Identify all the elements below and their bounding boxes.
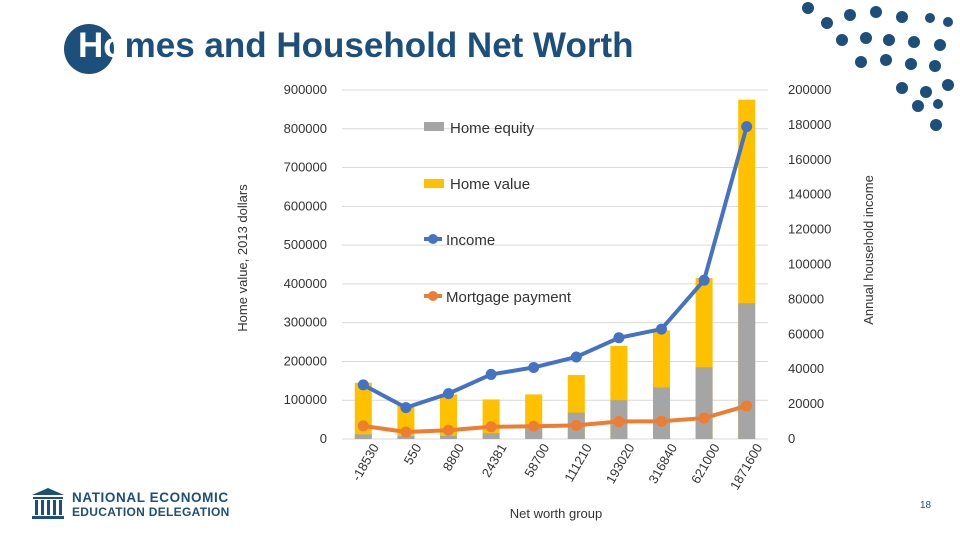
income-point: [357, 379, 369, 391]
mortgage-payment-point: [698, 412, 710, 424]
x-tick-label: 8800: [440, 441, 467, 474]
bar-home-equity: [482, 433, 500, 439]
legend-marker-income: [428, 234, 438, 244]
x-tick-label: 58700: [521, 441, 552, 480]
bar-home-equity: [354, 434, 372, 439]
legend-marker-mortgage-payment: [428, 291, 438, 301]
x-tick-label: -18530: [349, 441, 382, 484]
x-tick-label: 193020: [603, 441, 638, 486]
x-tick-label: 621000: [688, 441, 723, 486]
legend-swatch-home-value: [424, 179, 444, 188]
y-tick-label: 900000: [284, 82, 327, 97]
legend-label-income: Income: [446, 232, 495, 249]
page-title: Homes and Household Net Worth: [78, 26, 634, 66]
y-tick-label: 400000: [284, 276, 327, 291]
y2-tick-label: 140000: [788, 187, 831, 202]
x-tick-label: 550: [401, 441, 425, 467]
bar-home-equity: [653, 387, 670, 439]
income-point: [613, 332, 625, 344]
y-tick-label: 600000: [284, 198, 327, 213]
x-tick-label: 111210: [561, 441, 595, 484]
page-title-rest: mes and Household Net Worth: [124, 26, 634, 65]
y2-tick-label: 160000: [788, 152, 831, 167]
page-title-highlight: Ho: [78, 26, 125, 65]
mortgage-payment-point: [741, 400, 753, 412]
y2-tick-label: 20000: [788, 396, 824, 411]
y2-tick-label: 40000: [788, 361, 824, 376]
y-tick-label: 200000: [284, 353, 327, 368]
x-tick-label: 1871600: [727, 441, 765, 492]
mortgage-payment-line: [363, 403, 748, 435]
mortgage-payment-point: [656, 415, 667, 427]
page-number: 18: [920, 500, 932, 511]
income-point: [741, 121, 753, 133]
y-tick-label: 800000: [284, 121, 327, 136]
income-point: [485, 368, 497, 380]
y2-tick-label: 200000: [788, 82, 831, 97]
bar-home-equity: [525, 428, 543, 439]
bar-home-equity: [738, 303, 756, 439]
income-point: [656, 323, 667, 335]
y2-tick-label: 0: [788, 431, 795, 446]
legend-swatch-home-equity: [424, 122, 444, 131]
y2-tick-label: 180000: [788, 117, 831, 132]
logo-line-1: NATIONAL ECONOMIC: [72, 490, 229, 505]
income-point: [570, 351, 582, 363]
legend-label-home-value: Home value: [450, 176, 530, 193]
y-tick-label: 0: [320, 431, 327, 446]
ned-logo: NATIONAL ECONOMIC EDUCATION DELEGATION: [28, 486, 258, 522]
y-tick-label: 100000: [284, 392, 327, 407]
mortgage-payment-point: [443, 424, 454, 436]
y-tick-label: 300000: [284, 315, 327, 330]
mortgage-payment-point: [528, 420, 540, 432]
bar-home-equity: [695, 367, 713, 439]
mortgage-payment-point: [357, 420, 369, 432]
legend-label-home-equity: Home equity: [450, 120, 535, 137]
y-axis-title: Home value, 2013 dollars: [235, 184, 250, 332]
income-point: [528, 361, 540, 373]
ned-logo-emblem-icon: [32, 488, 64, 519]
x-axis-title: Net worth group: [510, 506, 603, 521]
income-point: [698, 274, 710, 286]
y2-tick-label: 100000: [788, 257, 831, 272]
y2-axis-title: Annual household income: [861, 175, 876, 325]
y2-tick-label: 60000: [788, 326, 824, 341]
mortgage-payment-point: [570, 419, 582, 431]
y2-tick-label: 120000: [788, 222, 831, 237]
x-tick-label: 24381: [479, 441, 510, 480]
y2-tick-label: 80000: [788, 291, 824, 306]
income-point: [443, 388, 454, 400]
title-circle-decoration: [64, 24, 114, 74]
bar-home-equity: [440, 435, 457, 439]
mortgage-payment-point: [485, 421, 497, 433]
logo-line-2: EDUCATION DELEGATION: [72, 505, 230, 519]
x-tick-label: 316840: [645, 441, 680, 486]
mortgage-payment-point: [400, 426, 412, 438]
bar-home-value: [482, 399, 500, 439]
income-point: [400, 402, 412, 414]
legend-label-mortgage-payment: Mortgage payment: [446, 289, 572, 306]
y-tick-label: 500000: [284, 237, 327, 252]
income-line: [362, 126, 749, 410]
mortgage-payment-point: [613, 416, 625, 428]
decorative-dots: [802, 2, 954, 131]
y-tick-label: 700000: [284, 160, 327, 175]
